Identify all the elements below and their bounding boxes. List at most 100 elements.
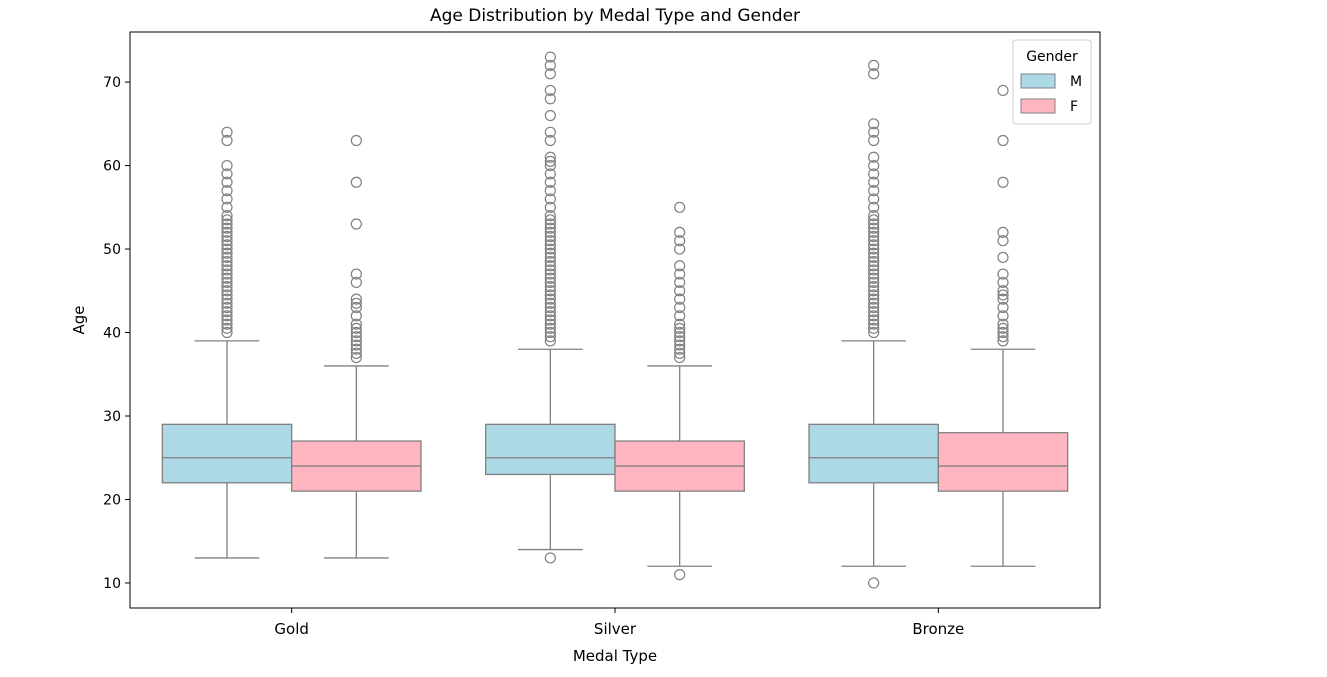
outlier-point — [221, 314, 233, 326]
outlier-point — [350, 339, 362, 351]
box-M-Gold — [161, 126, 293, 559]
outlier-point — [868, 68, 880, 80]
outlier-point — [350, 310, 362, 322]
outlier-point — [221, 276, 233, 289]
outlier-point — [350, 268, 362, 280]
legend-swatch-M — [1020, 73, 1056, 89]
outlier-point — [997, 235, 1009, 247]
outlier-point — [350, 293, 362, 305]
outlier-point — [350, 297, 362, 309]
outlier-point — [544, 335, 556, 347]
outlier-point — [997, 293, 1009, 305]
y-tick-label: 50 — [103, 242, 121, 258]
outlier-point — [221, 306, 233, 318]
outlier-point — [868, 322, 880, 334]
legend: Gender MF — [1012, 39, 1092, 125]
outlier-point — [674, 226, 686, 238]
y-tick-label: 30 — [103, 409, 121, 425]
outlier-point — [221, 222, 233, 234]
outlier-point — [544, 322, 556, 334]
outlier-point — [544, 276, 556, 289]
x-tick-label: Gold — [274, 620, 309, 638]
outlier-point — [221, 322, 233, 334]
box-F-Silver — [614, 201, 745, 581]
box-iqr — [937, 432, 1069, 492]
outlier-point — [221, 285, 233, 297]
y-tick-label: 70 — [103, 75, 121, 91]
outlier-point — [868, 276, 880, 289]
outlier-point — [997, 301, 1009, 314]
outlier-point — [868, 126, 880, 138]
outlier-point — [350, 301, 362, 314]
outlier-point — [544, 201, 556, 213]
outlier-point — [544, 326, 556, 339]
outlier-point — [868, 176, 880, 188]
outlier-point — [544, 331, 556, 343]
outlier-point — [544, 59, 556, 71]
outlier-point — [674, 347, 686, 359]
outlier-point — [544, 318, 556, 330]
outlier-point — [544, 281, 556, 293]
outlier-point — [544, 126, 556, 138]
outlier-point — [544, 93, 556, 105]
outlier-point — [221, 297, 233, 309]
outlier-point — [221, 260, 233, 272]
outlier-point — [350, 322, 362, 334]
outlier-point — [544, 222, 556, 234]
box-iqr — [485, 423, 616, 476]
outlier-point — [544, 185, 556, 197]
outlier-point — [997, 310, 1009, 322]
outlier-point — [544, 243, 556, 255]
outlier-point — [868, 268, 880, 280]
outlier-point — [221, 134, 233, 147]
outlier-point — [997, 176, 1009, 188]
outlier-point — [221, 218, 233, 230]
outlier-point — [868, 159, 880, 172]
outlier-point — [868, 577, 880, 589]
outlier-point — [544, 159, 556, 172]
outlier-point — [350, 218, 362, 230]
y-tick-label: 40 — [103, 326, 121, 342]
outlier-point — [868, 243, 880, 255]
outlier-point — [350, 276, 362, 289]
outlier-point — [997, 322, 1009, 334]
outlier-point — [868, 118, 880, 130]
outlier-point — [544, 218, 556, 230]
outlier-point — [221, 281, 233, 293]
outlier-point — [221, 239, 233, 251]
outlier-point — [221, 264, 233, 276]
x-tick-label: Bronze — [912, 620, 964, 638]
y-tick-label: 10 — [103, 576, 121, 592]
outlier-point — [544, 247, 556, 259]
outlier-point — [544, 268, 556, 280]
outlier-point — [221, 255, 233, 268]
outlier-point — [544, 272, 556, 284]
plot-area: 10 20 30 40 50 60 70 Gold Silver Bronze — [103, 31, 1101, 638]
outlier-point — [544, 297, 556, 309]
outlier-point — [544, 310, 556, 322]
outlier-point — [997, 289, 1009, 301]
outlier-point — [868, 59, 880, 71]
outlier-point — [544, 151, 556, 163]
outlier-point — [221, 318, 233, 330]
outlier-point — [544, 109, 556, 122]
outlier-point — [997, 134, 1009, 147]
outlier-point — [221, 310, 233, 322]
outlier-point — [674, 260, 686, 272]
outlier-point — [868, 251, 880, 263]
outlier-point — [221, 235, 233, 247]
outlier-point — [868, 151, 880, 163]
outlier-point — [221, 243, 233, 255]
outlier-point — [544, 214, 556, 226]
outlier-point — [868, 301, 880, 314]
outlier-point — [544, 68, 556, 80]
outlier-point — [868, 314, 880, 326]
outlier-point — [997, 226, 1009, 238]
box-M-Silver — [485, 51, 616, 564]
outlier-point — [868, 326, 880, 339]
outlier-point — [997, 268, 1009, 280]
x-tick-label: Silver — [594, 620, 637, 638]
outlier-point — [544, 301, 556, 314]
outlier-point — [868, 289, 880, 301]
